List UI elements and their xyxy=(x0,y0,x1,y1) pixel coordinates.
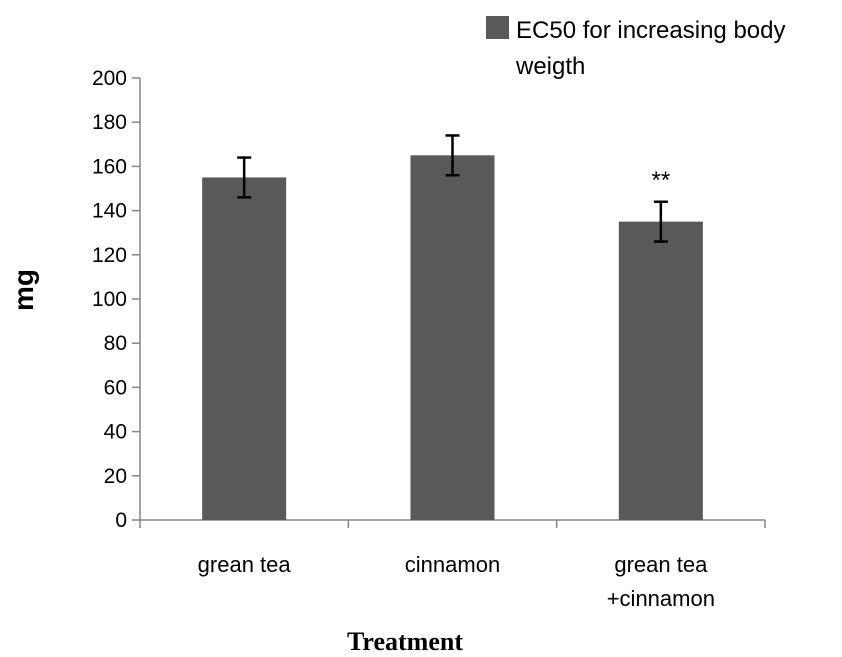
legend-label: weigth xyxy=(515,53,585,80)
x-tick-label: grean tea xyxy=(198,552,292,577)
y-axis-title: mg xyxy=(8,269,39,311)
x-tick-label: grean tea xyxy=(614,552,708,577)
y-tick-label: 60 xyxy=(104,376,127,399)
x-axis: grean tea cinnamon grean tea +cinnamon xyxy=(139,519,766,611)
legend-swatch xyxy=(486,16,509,39)
y-tick-label: 160 xyxy=(92,155,127,178)
y-tick-label: 80 xyxy=(104,332,127,355)
bar xyxy=(410,155,495,520)
x-tick-label: +cinnamon xyxy=(607,586,715,611)
y-tick-label: 120 xyxy=(92,244,127,267)
x-tick-label: cinnamon xyxy=(405,552,500,577)
bar xyxy=(618,221,703,520)
y-tick-label: 0 xyxy=(115,509,127,532)
y-tick-label: 40 xyxy=(104,421,127,444)
y-tick-label: 20 xyxy=(104,465,127,488)
y-tick-label: 100 xyxy=(92,288,127,311)
y-axis: 0 20 40 60 80 100 120 140 160 180 200 xyxy=(92,67,141,532)
legend-label: EC50 for increasing body xyxy=(516,17,785,44)
x-axis-title: Treatment xyxy=(347,627,463,656)
error-bars xyxy=(237,134,668,243)
y-tick-label: 140 xyxy=(92,200,127,223)
significance-annotation: ** xyxy=(651,167,670,194)
y-tick-label: 180 xyxy=(92,111,127,134)
bars xyxy=(202,155,703,520)
annotations: ** xyxy=(651,167,670,194)
y-tick-label: 200 xyxy=(92,67,127,90)
legend: EC50 for increasing body weigth xyxy=(486,16,785,80)
bar xyxy=(202,177,287,520)
